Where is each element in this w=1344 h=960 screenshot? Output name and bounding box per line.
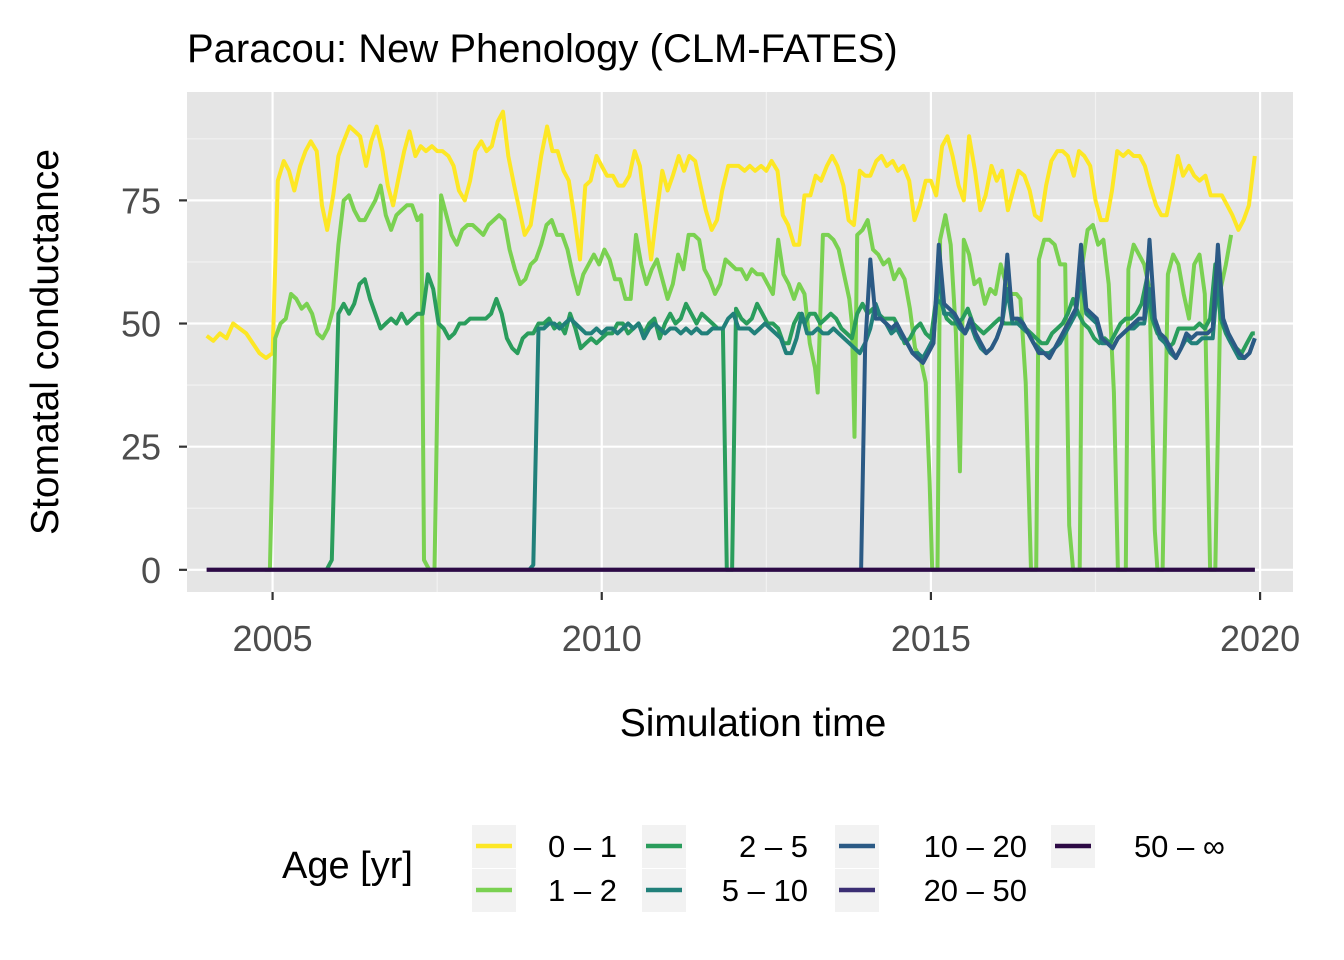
- series-line-10-20: [859, 237, 1257, 570]
- x-tick-label: 2015: [891, 618, 971, 659]
- legend-label-1-2: 1 – 2: [548, 873, 617, 908]
- y-tick-label: 75: [121, 180, 161, 221]
- x-tick-label: 2020: [1220, 618, 1300, 659]
- x-tick-label: 2010: [562, 618, 642, 659]
- y-tick-label: 0: [141, 550, 161, 591]
- y-axis: 0 25 50 75: [121, 180, 187, 591]
- series-line-0-1: [205, 109, 1257, 360]
- series-line-5-10: [527, 272, 1257, 572]
- y-axis-title: Stomatal conductance: [24, 149, 67, 535]
- legend-title: Age [yr]: [282, 845, 413, 887]
- legend-label-0-1: 0 – 1: [548, 829, 617, 864]
- legend: Age [yr] 0 – 1 1 – 2 2 – 5 5 – 10 10 – 20 20 …: [282, 825, 1225, 912]
- y-tick-label: 25: [121, 427, 161, 468]
- x-axis-title: Simulation time: [620, 702, 887, 745]
- chart-title: Paracou: New Phenology (CLM-FATES): [187, 27, 898, 71]
- legend-label-20-50: 20 – 50: [924, 873, 1027, 908]
- legend-label-2-5: 2 – 5: [739, 829, 808, 864]
- x-axis: 2005 2010 2015 2020: [233, 592, 1300, 659]
- legend-label-5-10: 5 – 10: [722, 873, 808, 908]
- legend-label-10-20: 10 – 20: [924, 829, 1027, 864]
- x-tick-label: 2005: [233, 618, 313, 659]
- legend-label-50-inf: 50 – ∞: [1134, 829, 1225, 864]
- y-tick-label: 50: [121, 304, 161, 345]
- series-lines: [205, 109, 1257, 572]
